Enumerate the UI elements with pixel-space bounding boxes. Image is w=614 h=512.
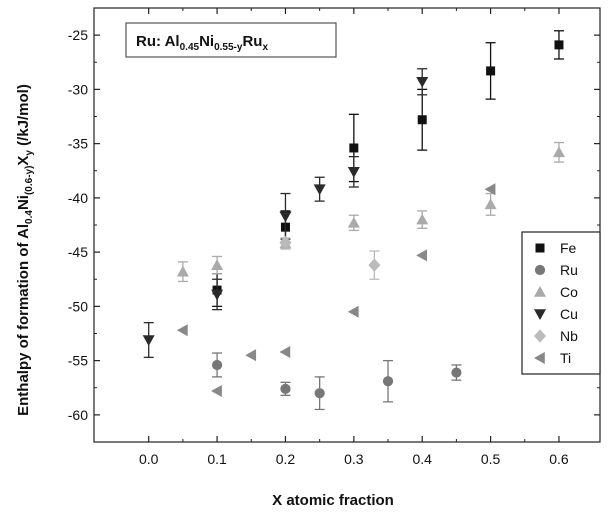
data-point-ru xyxy=(314,388,325,399)
data-point-ti xyxy=(484,183,496,196)
y-title-sub-3: (0.6-y) xyxy=(24,166,35,195)
legend: Fe Ru Co Cu Nb Ti xyxy=(521,231,601,375)
data-point-ru xyxy=(280,383,291,394)
series-co xyxy=(176,141,565,283)
data-point-cu xyxy=(347,167,360,178)
legend-label-ti: Ti xyxy=(560,350,571,366)
y-tick-label: -35 xyxy=(68,136,88,152)
data-point-ru xyxy=(451,367,462,378)
data-point-cu xyxy=(313,184,326,196)
series-cu xyxy=(142,68,429,359)
data-point-co xyxy=(552,146,565,158)
plot-area xyxy=(93,7,601,443)
data-point-ru xyxy=(211,359,223,371)
y-tick-label: -60 xyxy=(68,407,88,423)
legend-label-ru: Ru xyxy=(560,262,578,278)
y-tick-label: -50 xyxy=(68,298,88,314)
series-fe xyxy=(212,30,564,308)
data-layer xyxy=(142,30,565,411)
x-tick-label: 0.3 xyxy=(344,451,364,467)
legend-marker-fe xyxy=(535,243,545,253)
x-tick-label: 0.1 xyxy=(207,451,227,467)
y-tick-label: -40 xyxy=(68,190,88,206)
data-point-co xyxy=(416,213,429,225)
legend-marker-ti xyxy=(534,352,545,364)
y-axis: -25 -30 -35 -40 -45 -50 -55 -60 xyxy=(68,27,600,423)
y-title-sub-5: y xyxy=(24,150,35,156)
data-point-ti xyxy=(211,385,222,398)
data-point-ti xyxy=(176,324,188,337)
y-tick-label: -30 xyxy=(68,81,88,97)
annotation-part-2: Ni xyxy=(199,33,214,50)
data-point-nb xyxy=(368,258,381,272)
x-tick-label: 0.5 xyxy=(481,451,501,467)
y-title-part-6: (/kJ/mol) xyxy=(15,84,32,150)
annotation-sub-1: 0.45 xyxy=(180,42,200,53)
y-tick-label: -45 xyxy=(68,244,88,260)
legend-label-fe: Fe xyxy=(560,240,577,256)
data-point-co xyxy=(211,259,224,270)
legend-label-co: Co xyxy=(560,284,578,300)
legend-label-cu: Cu xyxy=(560,306,578,322)
annotation-box: Ru: Al0.45Ni0.55-yRux xyxy=(125,22,337,58)
data-point-cu xyxy=(279,211,292,223)
data-point-co xyxy=(176,265,189,277)
data-point-nb xyxy=(279,235,292,249)
legend-marker-co xyxy=(534,286,546,297)
y-title-part-0: Enthalpy of formation of Al xyxy=(15,224,32,416)
series-nb xyxy=(279,235,381,280)
annotation-part-4: Ru xyxy=(242,33,262,50)
y-tick-label: -25 xyxy=(68,27,88,43)
data-point-ti xyxy=(245,349,257,362)
data-point-cu xyxy=(142,335,155,347)
x-tick-label: 0.0 xyxy=(139,451,159,467)
annotation-part-0: Ru: Al xyxy=(136,33,180,50)
y-axis-title: Enthalpy of formation of Al0.4Ni(0.6-y)X… xyxy=(15,84,35,416)
legend-marker-nb xyxy=(534,329,546,343)
data-point-fe xyxy=(349,143,359,153)
x-axis-title: X atomic fraction xyxy=(272,492,394,509)
data-point-ti xyxy=(347,305,359,318)
data-point-co xyxy=(484,198,497,210)
data-point-co xyxy=(347,216,360,228)
x-axis: 0.0 0.1 0.2 0.3 0.4 0.5 0.6 xyxy=(139,8,569,467)
series-ru xyxy=(211,352,462,411)
legend-label-nb: Nb xyxy=(560,328,578,344)
x-tick-label: 0.4 xyxy=(412,451,432,467)
annotation-text: Ru: Al0.45Ni0.55-yRux xyxy=(136,33,268,53)
x-tick-label: 0.6 xyxy=(549,451,569,467)
data-point-cu xyxy=(211,289,224,301)
data-point-ru xyxy=(382,376,394,387)
data-point-fe xyxy=(486,66,496,76)
plot-border xyxy=(93,7,601,443)
legend-box xyxy=(521,231,601,375)
data-point-cu xyxy=(416,76,429,88)
x-tick-label: 0.2 xyxy=(276,451,296,467)
data-point-fe xyxy=(554,40,564,50)
data-point-fe xyxy=(417,115,427,125)
y-title-part-4: X xyxy=(15,156,32,166)
y-title-part-2: Ni xyxy=(15,195,32,210)
data-point-ti xyxy=(279,345,291,358)
y-tick-label: -55 xyxy=(68,353,88,369)
legend-marker-cu xyxy=(534,309,546,320)
data-point-ti xyxy=(416,249,428,262)
legend-marker-ru xyxy=(534,264,546,276)
y-title-sub-1: 0.4 xyxy=(24,210,35,224)
annotation-sub-3: 0.55-y xyxy=(214,42,243,53)
series-ti xyxy=(176,183,496,398)
annotation-sub-5: x xyxy=(262,42,268,53)
